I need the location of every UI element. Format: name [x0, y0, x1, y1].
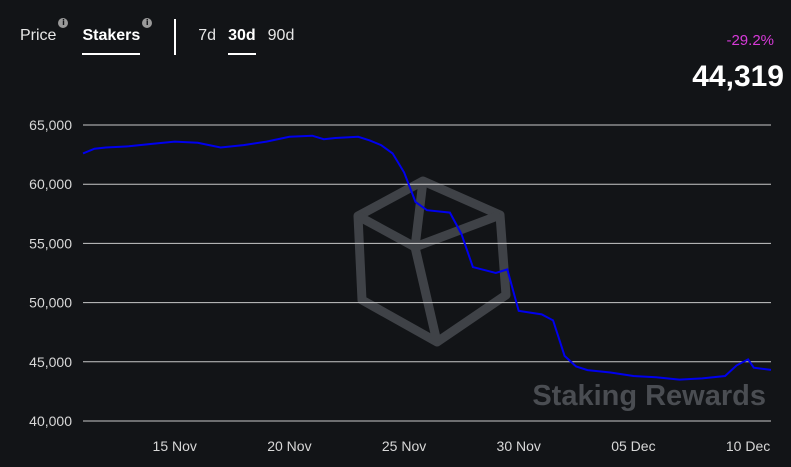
x-tick-label: 25 Nov — [382, 438, 426, 454]
tab-stakers[interactable]: Stakers i — [82, 18, 153, 55]
y-tick-label: 45,000 — [29, 354, 72, 370]
stakers-series-line — [82, 134, 772, 381]
y-tick-label: 55,000 — [29, 235, 72, 251]
y-tick-label: 65,000 — [29, 117, 72, 133]
x-tick-label: 05 Dec — [611, 438, 655, 454]
x-tick-label: 20 Nov — [267, 438, 311, 454]
y-tick-label: 50,000 — [29, 295, 72, 311]
watermark-text: Staking Rewards — [532, 380, 766, 412]
range-90d[interactable]: 90d — [267, 27, 295, 44]
info-icon[interactable]: i — [142, 18, 153, 28]
change-percent: -29.2% — [726, 32, 774, 49]
current-value: 44,319 — [692, 60, 784, 93]
y-tick-label: 40,000 — [29, 413, 72, 429]
metric-tabs: Price i Stakers i 7d 30d 90d — [20, 18, 306, 55]
tab-stakers-label: Stakers — [82, 27, 141, 44]
chart-grid — [83, 124, 771, 422]
range-30d[interactable]: 30d — [228, 27, 256, 55]
tab-price-label: Price — [20, 27, 57, 44]
y-tick-label: 60,000 — [29, 176, 72, 192]
watermark-logo-icon — [353, 176, 511, 347]
x-tick-label: 10 Dec — [726, 438, 770, 454]
staking-rewards-watermark: Staking Rewards — [353, 176, 766, 412]
tab-price[interactable]: Price i — [20, 18, 69, 53]
x-tick-label: 15 Nov — [153, 438, 197, 454]
tab-divider — [174, 19, 177, 55]
range-7d[interactable]: 7d — [198, 27, 217, 44]
x-tick-label: 30 Nov — [497, 438, 541, 454]
y-axis: 65,000 60,000 55,000 50,000 45,000 40,000 — [29, 117, 72, 429]
info-icon[interactable]: i — [58, 18, 69, 28]
x-axis: 15 Nov 20 Nov 25 Nov 30 Nov 05 Dec 10 Dec — [153, 438, 771, 454]
